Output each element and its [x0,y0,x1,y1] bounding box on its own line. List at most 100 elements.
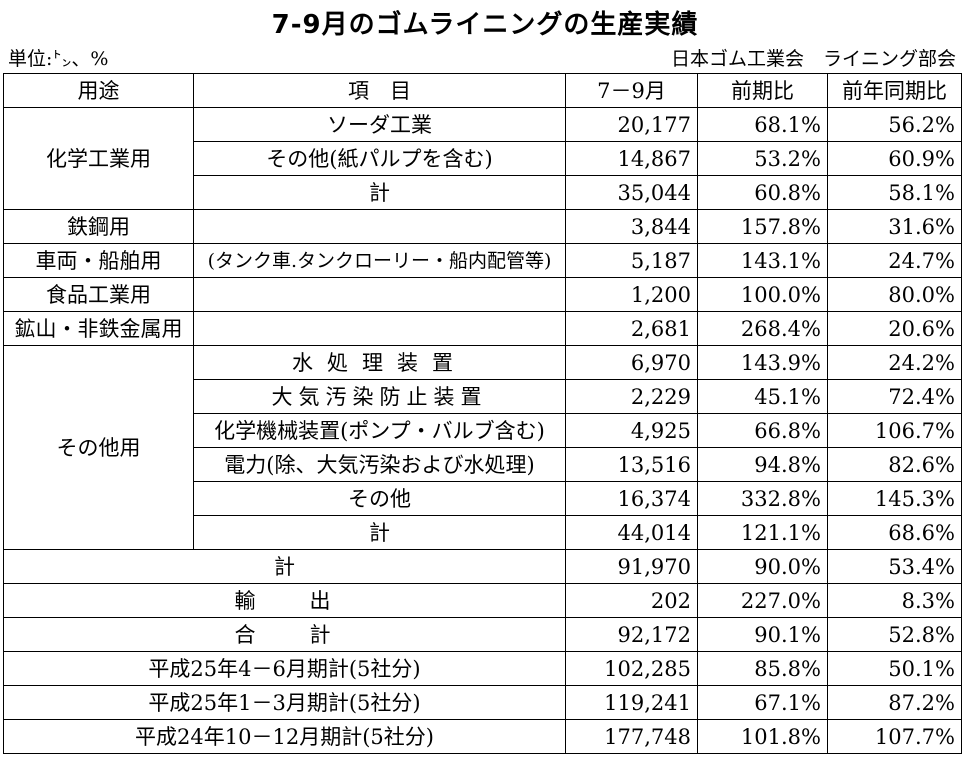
prev-cell: 157.8% [697,209,828,244]
item-cell: 大気汚染防止装置 [193,379,566,414]
value-cell: 2,681 [565,311,698,346]
summary-row: 合 計 92,172 90.1% 52.8% [3,617,962,652]
value-cell: 177,748 [565,719,698,754]
group-chem: 化学工業用 [3,107,194,210]
group-vehicle: 車両・船舶用 [3,243,194,278]
prev-cell: 143.9% [697,345,828,380]
summary-label: 平成25年1－3月期計(5社分) [3,685,566,720]
yoy-cell: 87.2% [827,685,962,720]
prev-cell: 94.8% [697,447,828,482]
header-yoy: 前年同期比 [827,73,962,108]
value-cell: 119,241 [565,685,698,720]
value-cell: 44,014 [565,515,698,550]
prev-cell: 227.0% [697,583,828,618]
table-row: 鉄鋼用 3,844 157.8% 31.6% [3,209,962,244]
summary-label: 計 [3,549,566,584]
header-use: 用途 [3,73,194,108]
prev-cell: 66.8% [697,413,828,448]
value-cell: 202 [565,583,698,618]
yoy-cell: 24.7% [827,243,962,278]
prev-cell: 45.1% [697,379,828,414]
unit-label: 単位:㌧、% [8,48,109,70]
prev-cell: 332.8% [697,481,828,516]
summary-label: 平成25年4－6月期計(5社分) [3,651,566,686]
yoy-cell: 107.7% [827,719,962,754]
yoy-cell: 72.4% [827,379,962,414]
value-cell: 3,844 [565,209,698,244]
table-row: 車両・船舶用 (タンク車.タンクローリー・船内配管等) 5,187 143.1%… [3,243,962,278]
summary-row: 平成25年4－6月期計(5社分) 102,285 85.8% 50.1% [3,651,962,686]
item-cell: 水処理装置 [193,345,566,380]
item-cell: その他 [193,481,566,516]
table-row: 食品工業用 1,200 100.0% 80.0% [3,277,962,312]
yoy-cell: 60.9% [827,141,962,176]
item-cell: 化学機械装置(ポンプ・バルブ含む) [193,413,566,448]
yoy-cell: 56.2% [827,107,962,142]
summary-row: 平成24年10－12月期計(5社分) 177,748 101.8% 107.7% [3,719,962,754]
yoy-cell: 52.8% [827,617,962,652]
prev-cell: 53.2% [697,141,828,176]
prev-cell: 90.1% [697,617,828,652]
item-cell: その他(紙パルプを含む) [193,141,566,176]
group-mining: 鉱山・非鉄金属用 [3,311,194,346]
item-cell: 計 [193,515,566,550]
yoy-cell: 24.2% [827,345,962,380]
prev-cell: 90.0% [697,549,828,584]
summary-label: 合 計 [3,617,566,652]
prev-cell: 85.8% [697,651,828,686]
item-cell: (タンク車.タンクローリー・船内配管等) [193,243,566,278]
group-other: その他用 [3,345,194,550]
header-prev: 前期比 [697,73,828,108]
prev-cell: 60.8% [697,175,828,210]
yoy-cell: 82.6% [827,447,962,482]
yoy-cell: 80.0% [827,277,962,312]
header-period: 7－9月 [565,73,698,108]
yoy-cell: 20.6% [827,311,962,346]
item-cell: 電力(除、大気汚染および水処理) [193,447,566,482]
table-row: 大気汚染防止装置 2,229 45.1% 72.4% [4,379,962,414]
item-cell [193,277,566,312]
yoy-cell: 58.1% [827,175,962,210]
prev-cell: 121.1% [697,515,828,550]
summary-row: 平成25年1－3月期計(5社分) 119,241 67.1% 87.2% [3,685,962,720]
summary-row: 計 91,970 90.0% 53.4% [3,549,962,584]
item-cell [193,311,566,346]
group-steel: 鉄鋼用 [3,209,194,244]
value-cell: 91,970 [565,549,698,584]
prev-cell: 268.4% [697,311,828,346]
yoy-cell: 50.1% [827,651,962,686]
value-cell: 35,044 [565,175,698,210]
value-cell: 6,970 [565,345,698,380]
value-cell: 5,187 [565,243,698,278]
prev-cell: 101.8% [697,719,828,754]
header-item: 項 目 [193,73,566,108]
yoy-cell: 145.3% [827,481,962,516]
item-cell [193,209,566,244]
header-row: 用途 項 目 7－9月 前期比 前年同期比 [3,73,962,108]
yoy-cell: 68.6% [827,515,962,550]
value-cell: 14,867 [565,141,698,176]
summary-label: 平成24年10－12月期計(5社分) [3,719,566,754]
value-cell: 4,925 [565,413,698,448]
table-row: その他用 水処理装置 6,970 143.9% 24.2% [3,345,962,550]
yoy-cell: 31.6% [827,209,962,244]
yoy-cell: 106.7% [827,413,962,448]
value-cell: 1,200 [565,277,698,312]
value-cell: 13,516 [565,447,698,482]
prev-cell: 68.1% [697,107,828,142]
prev-cell: 100.0% [697,277,828,312]
prev-cell: 67.1% [697,685,828,720]
value-cell: 2,229 [565,379,698,414]
yoy-cell: 53.4% [827,549,962,584]
organization-label: 日本ゴム工業会 ライニング部会 [670,48,956,70]
table-row: 化学工業用 ソーダ工業 20,177 68.1% 56.2% [3,107,962,210]
page-title: 7-9月のゴムライニングの生産実績 [271,10,699,40]
value-cell: 16,374 [565,481,698,516]
value-cell: 92,172 [565,617,698,652]
value-cell: 20,177 [565,107,698,142]
table-row: その他 16,374 332.8% 145.3% [4,481,962,516]
summary-label: 輸 出 [3,583,566,618]
item-cell: 計 [193,175,566,210]
item-cell: ソーダ工業 [193,107,566,142]
value-cell: 102,285 [565,651,698,686]
